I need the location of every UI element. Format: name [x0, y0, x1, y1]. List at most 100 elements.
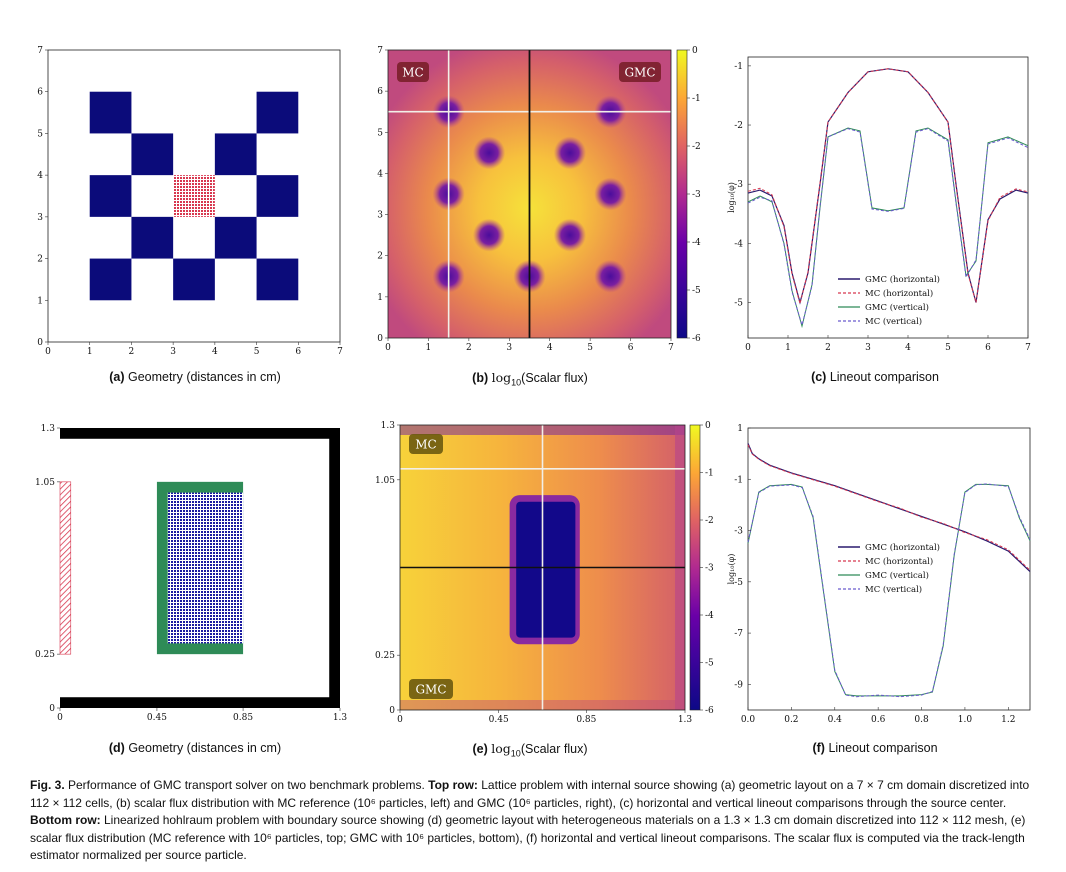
x-tick-label: 1 — [87, 347, 93, 357]
x-tick-label: 4 — [905, 343, 911, 353]
absorber-square — [173, 258, 215, 301]
panel-f-lineout-chart: 0.0 0.2 0.4 0.6 0.8 1.0 1.2 1 -1 -3 -5 -7 -9 log₁₀(φ)… — [727, 424, 1031, 725]
y-tick-label: -3 — [734, 180, 743, 190]
x-tick-label: 0 — [745, 343, 751, 353]
colorbar-tick-label: -1 — [692, 94, 701, 104]
plot-frame — [399, 424, 686, 711]
legend-label: GMC (horizontal) — [865, 542, 940, 553]
y-tick-label: -1 — [734, 62, 743, 72]
legend-label: GMC (vertical) — [865, 302, 929, 313]
legend-label: MC (vertical) — [865, 584, 922, 595]
x-tick-label: 0 — [397, 715, 403, 725]
legend-label: MC (horizontal) — [865, 556, 933, 567]
y-tick-label: -5 — [734, 578, 743, 588]
y-axis-label: log₁₀(φ) — [727, 182, 736, 213]
series-line-mc-vertical — [747, 483, 1031, 698]
y-tick-label: 5 — [377, 128, 383, 138]
absorber-square — [89, 91, 132, 134]
x-tick-label: 0.4 — [828, 715, 843, 725]
absorber-square — [256, 91, 299, 134]
x-tick-label: 7 — [1025, 343, 1031, 353]
plot-frame — [387, 49, 672, 339]
x-tick-label: 1.2 — [1001, 715, 1015, 725]
y-tick-label: 5 — [37, 129, 43, 139]
colorbar-tick-label: -2 — [705, 516, 714, 526]
y-tick-label: 0.25 — [35, 650, 55, 660]
wall-bottom — [60, 697, 340, 708]
x-tick-label: 1 — [426, 343, 432, 353]
x-tick-label: 2 — [825, 343, 831, 353]
x-tick-label: 6 — [295, 347, 301, 357]
figure-caption: Fig. 3. Performance of GMC transport sol… — [30, 777, 1040, 865]
x-tick-label: 1 — [785, 343, 791, 353]
absorber-flux-dip — [472, 218, 506, 252]
caption-f-text: Lineout comparison — [828, 741, 938, 755]
absorber-square — [131, 216, 174, 259]
caption-d: (d) Geometry (distances in cm) — [25, 741, 365, 755]
wall-top — [60, 428, 340, 439]
caption-d-label: (d) — [108, 741, 125, 755]
caption-f-label: (f) — [812, 741, 825, 755]
caption-b-label: (b) — [472, 371, 489, 385]
absorber-square — [89, 258, 132, 301]
y-tick-label: 1 — [377, 293, 383, 303]
caption-b-log: log — [491, 370, 512, 385]
colorbar-tick-label: -6 — [705, 706, 714, 716]
x-tick-label: 4 — [547, 343, 553, 353]
center-box-inner — [167, 492, 244, 644]
x-tick-label: 6 — [628, 343, 634, 353]
box-flux-low — [516, 501, 576, 638]
wall-right — [329, 428, 340, 708]
caption-d-text: Geometry (distances in cm) — [128, 741, 282, 755]
y-tick-label: 3 — [377, 211, 383, 221]
absorber-square — [89, 175, 132, 217]
legend-label: MC (vertical) — [865, 316, 922, 327]
panel-d-geometry: 0 0.45 0.85 1.3 0 0.25 1.05 1.3 — [35, 424, 347, 723]
colorbar-tick-label: -6 — [692, 334, 701, 344]
colorbar-tick-label: -3 — [705, 564, 714, 574]
colorbar-tick-label: 0 — [692, 46, 698, 56]
x-tick-label: 2 — [466, 343, 472, 353]
series-line-mc-horizontal — [747, 68, 1029, 306]
colorbar-tick-label: -1 — [705, 469, 714, 479]
x-tick-label: 1.3 — [678, 715, 693, 725]
x-tick-label: 0.85 — [576, 715, 596, 725]
gmc-label-box — [619, 62, 661, 82]
y-tick-label: 6 — [377, 87, 383, 97]
x-tick-label: 1.0 — [958, 715, 973, 725]
colorbar-tick-label: 0 — [705, 421, 711, 431]
caption-e-log: log — [491, 741, 511, 756]
absorber-square — [256, 175, 299, 217]
y-tick-label: 0 — [377, 334, 383, 344]
y-tick-label: 1.05 — [35, 478, 55, 488]
x-tick-label: 0.85 — [233, 713, 253, 723]
caption-c-label: (c) — [811, 370, 827, 384]
caption-f: (f) Lineout comparison — [705, 741, 1045, 755]
caption-a: (a) Geometry (distances in cm) — [25, 370, 365, 384]
y-tick-label: 1.05 — [375, 476, 395, 486]
gmc-label: GMC — [415, 683, 446, 697]
caption-top-label: Top row: — [428, 778, 478, 792]
x-tick-label: 0.45 — [489, 715, 509, 725]
x-tick-label: 3 — [170, 347, 176, 357]
y-tick-label: -2 — [734, 121, 743, 131]
caption-e-sub: 10 — [510, 748, 521, 759]
y-tick-label: 1 — [37, 296, 43, 306]
absorber-square — [214, 216, 257, 259]
x-tick-label: 2 — [129, 347, 135, 357]
caption-top-text: Lattice problem with internal source sho… — [30, 778, 1030, 810]
y-tick-label: 4 — [377, 169, 383, 179]
y-tick-label: 0.25 — [375, 651, 395, 661]
caption-intro: Performance of GMC transport solver on t… — [64, 778, 429, 792]
caption-b: (b) log10(Scalar flux) — [360, 370, 700, 388]
caption-e-label: (e) — [472, 742, 488, 756]
caption-a-text: Geometry (distances in cm) — [127, 370, 281, 384]
colorbar-tick-label: -5 — [692, 286, 701, 296]
gmc-label-box — [409, 679, 453, 699]
caption-c-text: Lineout comparison — [829, 370, 939, 384]
y-tick-label: 2 — [37, 255, 43, 265]
legend-label: MC (horizontal) — [865, 288, 933, 299]
panel-c-lineout-chart: 0 1 2 3 4 5 6 7 -1 -2 -3 -4 -5 log₁₀(φ) GMC (horizonta… — [727, 56, 1031, 353]
colorbar-tick-label: -4 — [692, 238, 701, 248]
